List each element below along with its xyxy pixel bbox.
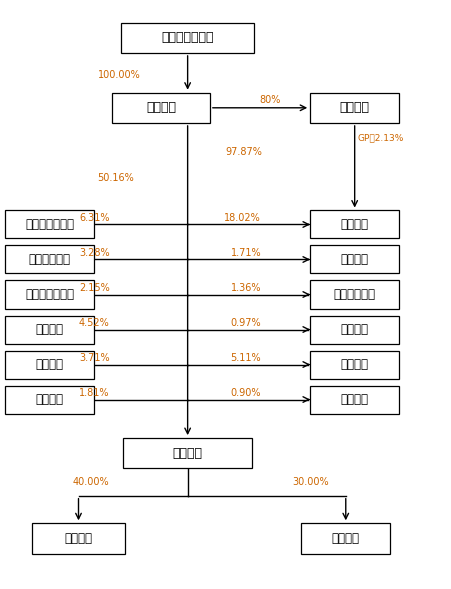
Bar	[123, 438, 252, 468]
Text: 6.31%: 6.31%	[79, 213, 110, 223]
Bar	[5, 350, 94, 379]
Bar	[121, 22, 254, 53]
Text: 河北出版: 河北出版	[36, 323, 64, 336]
Text: 1.81%: 1.81%	[79, 388, 110, 398]
Bar	[310, 246, 399, 273]
Text: 无线传媒: 无线传媒	[173, 446, 202, 459]
Bar	[310, 92, 399, 123]
Text: 河北广播电视台: 河北广播电视台	[161, 31, 214, 44]
Text: 30.00%: 30.00%	[292, 477, 329, 487]
Text: 新冀文化: 新冀文化	[36, 358, 64, 371]
Text: 4.52%: 4.52%	[79, 318, 110, 328]
Bar	[5, 386, 94, 413]
Text: 传媒集团: 传媒集团	[146, 101, 176, 114]
Bar	[5, 210, 94, 239]
Text: 0.97%: 0.97%	[230, 318, 261, 328]
Text: 旅投投资: 旅投投资	[341, 358, 368, 371]
Bar	[310, 350, 399, 379]
Text: 国艺文津: 国艺文津	[332, 532, 360, 545]
Text: 广电投资: 广电投资	[340, 101, 370, 114]
Bar	[310, 386, 399, 413]
Bar	[5, 280, 94, 309]
Text: 3.28%: 3.28%	[79, 248, 110, 258]
Text: 兴瑞投资: 兴瑞投资	[341, 253, 368, 266]
Bar	[310, 316, 399, 343]
Bar	[301, 523, 390, 554]
Text: 97.87%: 97.87%	[225, 147, 262, 157]
Text: 河北中广: 河北中广	[64, 532, 92, 545]
Text: 1.71%: 1.71%	[230, 248, 261, 258]
Text: 广电基金: 广电基金	[341, 218, 368, 231]
Text: 3.71%: 3.71%	[79, 353, 110, 363]
Bar	[32, 523, 125, 554]
Text: 2.15%: 2.15%	[79, 283, 110, 293]
Bar	[112, 92, 210, 123]
Bar	[310, 280, 399, 309]
Text: 5.11%: 5.11%	[230, 353, 261, 363]
Text: 80%: 80%	[259, 95, 280, 105]
Bar	[310, 210, 399, 239]
Bar	[5, 316, 94, 343]
Text: 内蒙古中财文津: 内蒙古中财文津	[25, 288, 74, 301]
Text: 内蒙古中财金控: 内蒙古中财金控	[25, 218, 74, 231]
Text: 50.16%: 50.16%	[97, 173, 134, 183]
Text: 18.02%: 18.02%	[225, 213, 261, 223]
Text: 100.00%: 100.00%	[98, 70, 141, 80]
Text: 40.00%: 40.00%	[73, 477, 110, 487]
Text: 赣州中财帶信: 赣州中财帶信	[28, 253, 70, 266]
Text: GP、2.13%: GP、2.13%	[357, 134, 404, 143]
Bar	[5, 246, 94, 273]
Text: 康养生态: 康养生态	[341, 393, 368, 406]
Text: 1.36%: 1.36%	[230, 283, 261, 293]
Text: 欣闻投资: 欣闻投资	[341, 323, 368, 336]
Text: 琦林投资: 琦林投资	[36, 393, 64, 406]
Text: 0.90%: 0.90%	[230, 388, 261, 398]
Text: 文化产业投资: 文化产业投资	[334, 288, 376, 301]
